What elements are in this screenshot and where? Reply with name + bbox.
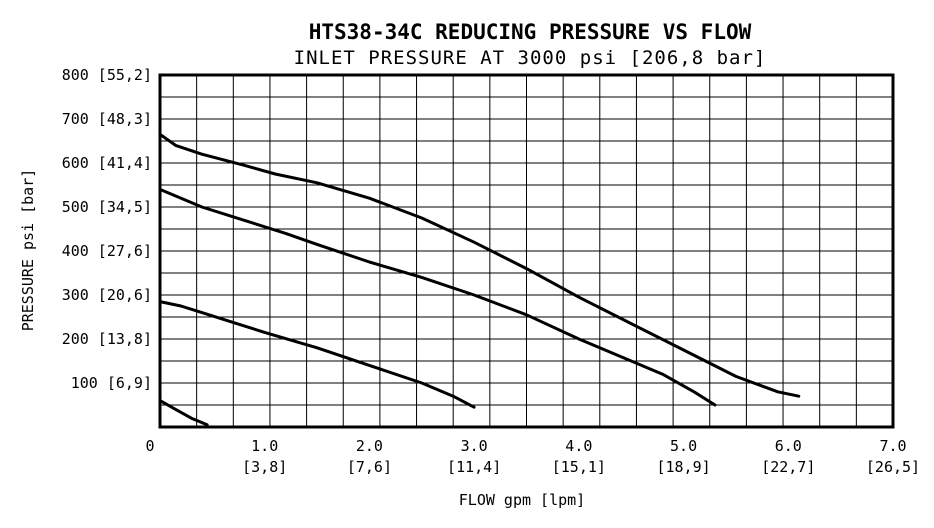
series-lines [158, 132, 801, 427]
plot-frame [158, 73, 895, 429]
x-axis-label: FLOW gpm [lpm] [459, 491, 585, 509]
grid [160, 75, 893, 427]
x-tick-sublabel: [11,4] [447, 458, 501, 476]
series-line-2 [158, 187, 717, 407]
series-line-1 [158, 132, 801, 398]
y-tick-labels: 100 [6,9] 200 [13,8] 300 [20,6] 400 [27,6] 5… [62, 66, 152, 392]
x-tick-sublabel: [3,8] [242, 458, 287, 476]
x-tick-label: 6.0 [775, 437, 802, 455]
y-tick-label: 200 [13,8] [62, 330, 152, 348]
x-tick-sublabel: [15,1] [552, 458, 606, 476]
x-tick-label: 2.0 [356, 437, 383, 455]
chart-title: HTS38-34C REDUCING PRESSURE VS FLOW [309, 20, 752, 44]
y-tick-label: 700 [48,3] [62, 110, 152, 128]
origin-label: 0 [145, 437, 154, 455]
x-tick-sublabel: [7,6] [347, 458, 392, 476]
series-line-3 [158, 300, 476, 409]
x-tick-sublabel: [26,5] [866, 458, 920, 476]
x-tick-sublabel: [18,9] [656, 458, 710, 476]
x-tick-label: 5.0 [670, 437, 697, 455]
y-tick-label: 300 [20,6] [62, 286, 152, 304]
x-tick-label: 3.0 [461, 437, 488, 455]
y-tick-label: 600 [41,4] [62, 154, 152, 172]
x-tick-label: 1.0 [251, 437, 278, 455]
x-tick-sublabel: [22,7] [761, 458, 815, 476]
series-line-4 [158, 399, 209, 427]
y-tick-label: 500 [34,5] [62, 198, 152, 216]
y-tick-label: 400 [27,6] [62, 242, 152, 260]
y-axis-label: PRESSURE psi [bar] [19, 169, 37, 332]
x-tick-labels: 1.0 [3,8] 2.0 [7,6] 3.0 [11,4] 4.0 [15,1] 5.0 [18… [242, 437, 920, 476]
x-tick-label: 7.0 [879, 437, 906, 455]
x-tick-label: 4.0 [565, 437, 592, 455]
y-tick-label: 800 [55,2] [62, 66, 152, 84]
chart-subtitle: INLET PRESSURE AT 3000 psi [206,8 bar] [294, 47, 767, 69]
y-tick-label: 100 [6,9] [71, 374, 152, 392]
